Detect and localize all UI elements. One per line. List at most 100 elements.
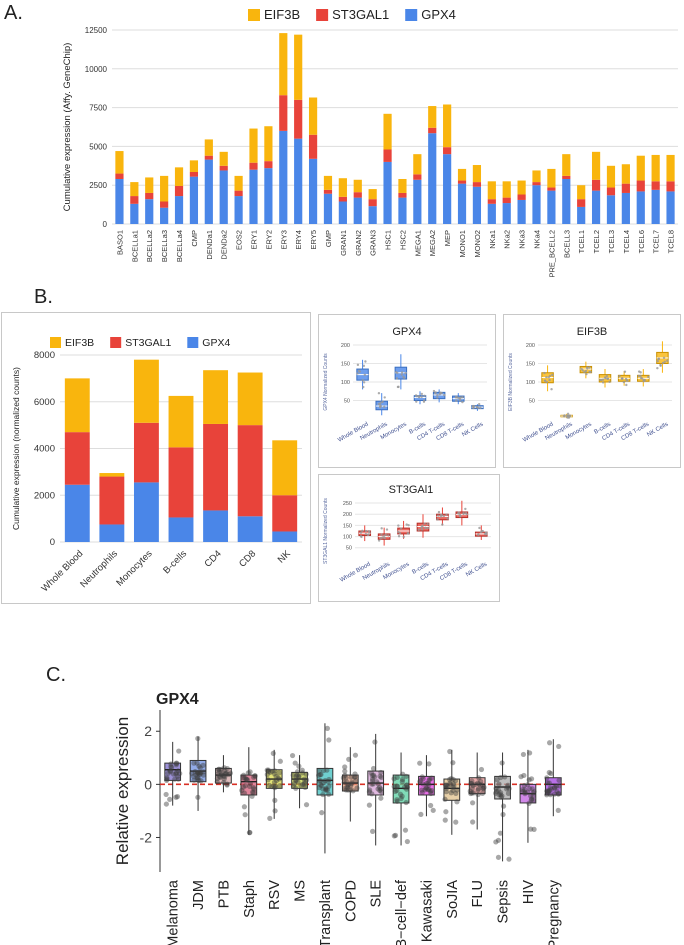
point-cd8-t-cells-9	[642, 379, 646, 383]
point-sepsis-14	[493, 790, 499, 796]
bar-gpx4-bcell3	[562, 178, 571, 224]
point-neutrophils-4	[377, 539, 381, 542]
y-tick-label-200: 200	[343, 512, 352, 518]
point-sle-18	[377, 787, 383, 794]
point-ms-24	[296, 763, 302, 769]
point-nk-cells-7	[475, 405, 479, 409]
y-tick-label-8000: 8000	[34, 350, 55, 361]
bar-st3gal1-bcell3	[562, 175, 571, 179]
point-melanoma-23	[163, 777, 170, 783]
chart-b1-frame: EIF3B ST3GAL1 GPX4 0 2000 4000 6000 8000 Cumulat…	[1, 312, 311, 604]
point-staph-17	[242, 812, 248, 818]
point-cd4-t-cells-6	[443, 393, 446, 397]
bar-eif3b-bcella3	[160, 175, 169, 202]
point-sojia-19	[448, 790, 454, 796]
point-sle-24	[372, 739, 378, 745]
point-jdm-0	[194, 776, 200, 782]
point-nk-cells-4	[477, 403, 481, 406]
bar-eif3b-nk	[272, 440, 298, 496]
bar-st3gal1-nk	[272, 495, 298, 532]
point-ms-21	[303, 771, 309, 777]
point-hiv-18	[528, 793, 534, 799]
panel-label-b: B.	[34, 286, 53, 308]
point-staph-8	[239, 787, 245, 793]
point-hiv-15	[522, 789, 528, 796]
point-flu-2	[469, 790, 475, 796]
point-monocytes-2	[404, 372, 407, 375]
x-tick-label-ery1: ERY1	[250, 230, 259, 249]
point-b-cells-3	[423, 522, 426, 525]
point-copd-20	[345, 782, 351, 788]
point-sojia-23	[443, 789, 449, 795]
point-liver-transplant-4	[316, 778, 322, 784]
point-flu-18	[479, 790, 486, 796]
x-tick-label-monocytes: Monocytes	[114, 548, 154, 588]
point-pregnancy-11	[548, 786, 554, 792]
point-b-cells-9	[426, 522, 429, 526]
point-jdm-11	[198, 769, 204, 776]
point-b-cells-8	[605, 374, 609, 378]
point-whole-blood-6	[363, 373, 367, 377]
point-liver-transplant-13	[316, 772, 322, 778]
bar-st3gal1-gran3	[368, 199, 377, 207]
point-nk-cells-6	[481, 530, 485, 533]
point-melanoma-21	[164, 775, 170, 781]
x-tick-label-nka1: NKa1	[488, 230, 497, 249]
point-b-cell-def-18	[399, 793, 405, 799]
point-pregnancy-19	[555, 791, 561, 797]
point-b-cell-def-2	[404, 838, 410, 845]
x-tick-label-copd: COPD	[343, 880, 359, 922]
legend-label-eif3b: EIF3B	[264, 7, 300, 22]
point-staph-10	[249, 789, 256, 795]
point-monocytes-9	[397, 535, 401, 538]
y-axis-label: Cumulative expression (Affy. GeneChip)	[62, 43, 73, 212]
x-tick-label-pregnancy: Pregnancy	[546, 879, 562, 945]
point-jdm-6	[200, 772, 206, 778]
point-sepsis-7	[498, 792, 504, 798]
point-cd8-t-cells-8	[457, 396, 460, 400]
point-monocytes-8	[585, 372, 588, 376]
point-hiv-10	[528, 826, 534, 832]
point-b-cell-def-13	[392, 788, 398, 794]
chart-a-stacked-bar: EIF3B ST3GAL1 GPX4 0 2500 5000 7500 10000 12500 C…	[62, 7, 678, 278]
bar-eif3b-monocytes	[133, 359, 159, 423]
point-sepsis-2	[506, 856, 512, 862]
point-hiv-1	[529, 796, 535, 802]
point-b-cell-def-15	[391, 833, 397, 839]
point-kawasaki-16	[420, 781, 426, 787]
point-b-cells-2	[424, 526, 427, 530]
point-monocytes-9	[400, 371, 404, 374]
point-rsv-6	[277, 783, 283, 789]
legend-swatch-gpx4	[405, 9, 418, 21]
bar-gpx4-cmp	[189, 176, 199, 224]
point-staph-12	[241, 790, 247, 796]
x-tick-label-nk-cells: NK Cells	[646, 422, 669, 439]
point-whole-blood-8	[543, 379, 547, 382]
x-tick-label-nka2: NKa2	[503, 230, 512, 249]
point-neutrophils-7	[383, 396, 386, 399]
bar-eif3b-tcel7	[651, 154, 660, 182]
point-flu-22	[478, 766, 485, 773]
point-cd4-t-cells-5	[437, 510, 441, 514]
point-ptb-10	[224, 765, 230, 772]
point-melanoma-11	[168, 764, 174, 770]
bar-st3gal1-monocytes	[133, 422, 159, 483]
bar-gpx4-ery4	[294, 138, 303, 224]
point-pregnancy-14	[555, 807, 561, 814]
point-cd4-t-cells-5	[436, 394, 439, 397]
point-cd4-t-cells-3	[438, 393, 442, 396]
point-sepsis-6	[499, 793, 505, 799]
x-tick-label-bcella2: BCELLa2	[145, 230, 154, 262]
point-sojia-17	[453, 819, 459, 825]
bar-eif3b-mono1	[457, 168, 467, 181]
y-tick-label-100: 100	[341, 380, 350, 386]
point-copd-12	[340, 775, 346, 781]
point-ms-20	[302, 779, 308, 786]
point-whole-blood-8	[368, 530, 371, 534]
point-copd-16	[343, 787, 349, 793]
x-tick-label-bcella4: BCELLa4	[175, 230, 184, 262]
point-ptb-17	[224, 782, 230, 788]
bar-eif3b-hsc2	[398, 178, 407, 193]
point-cd4-t-cells-4	[436, 396, 439, 399]
point-sle-14	[378, 795, 384, 801]
